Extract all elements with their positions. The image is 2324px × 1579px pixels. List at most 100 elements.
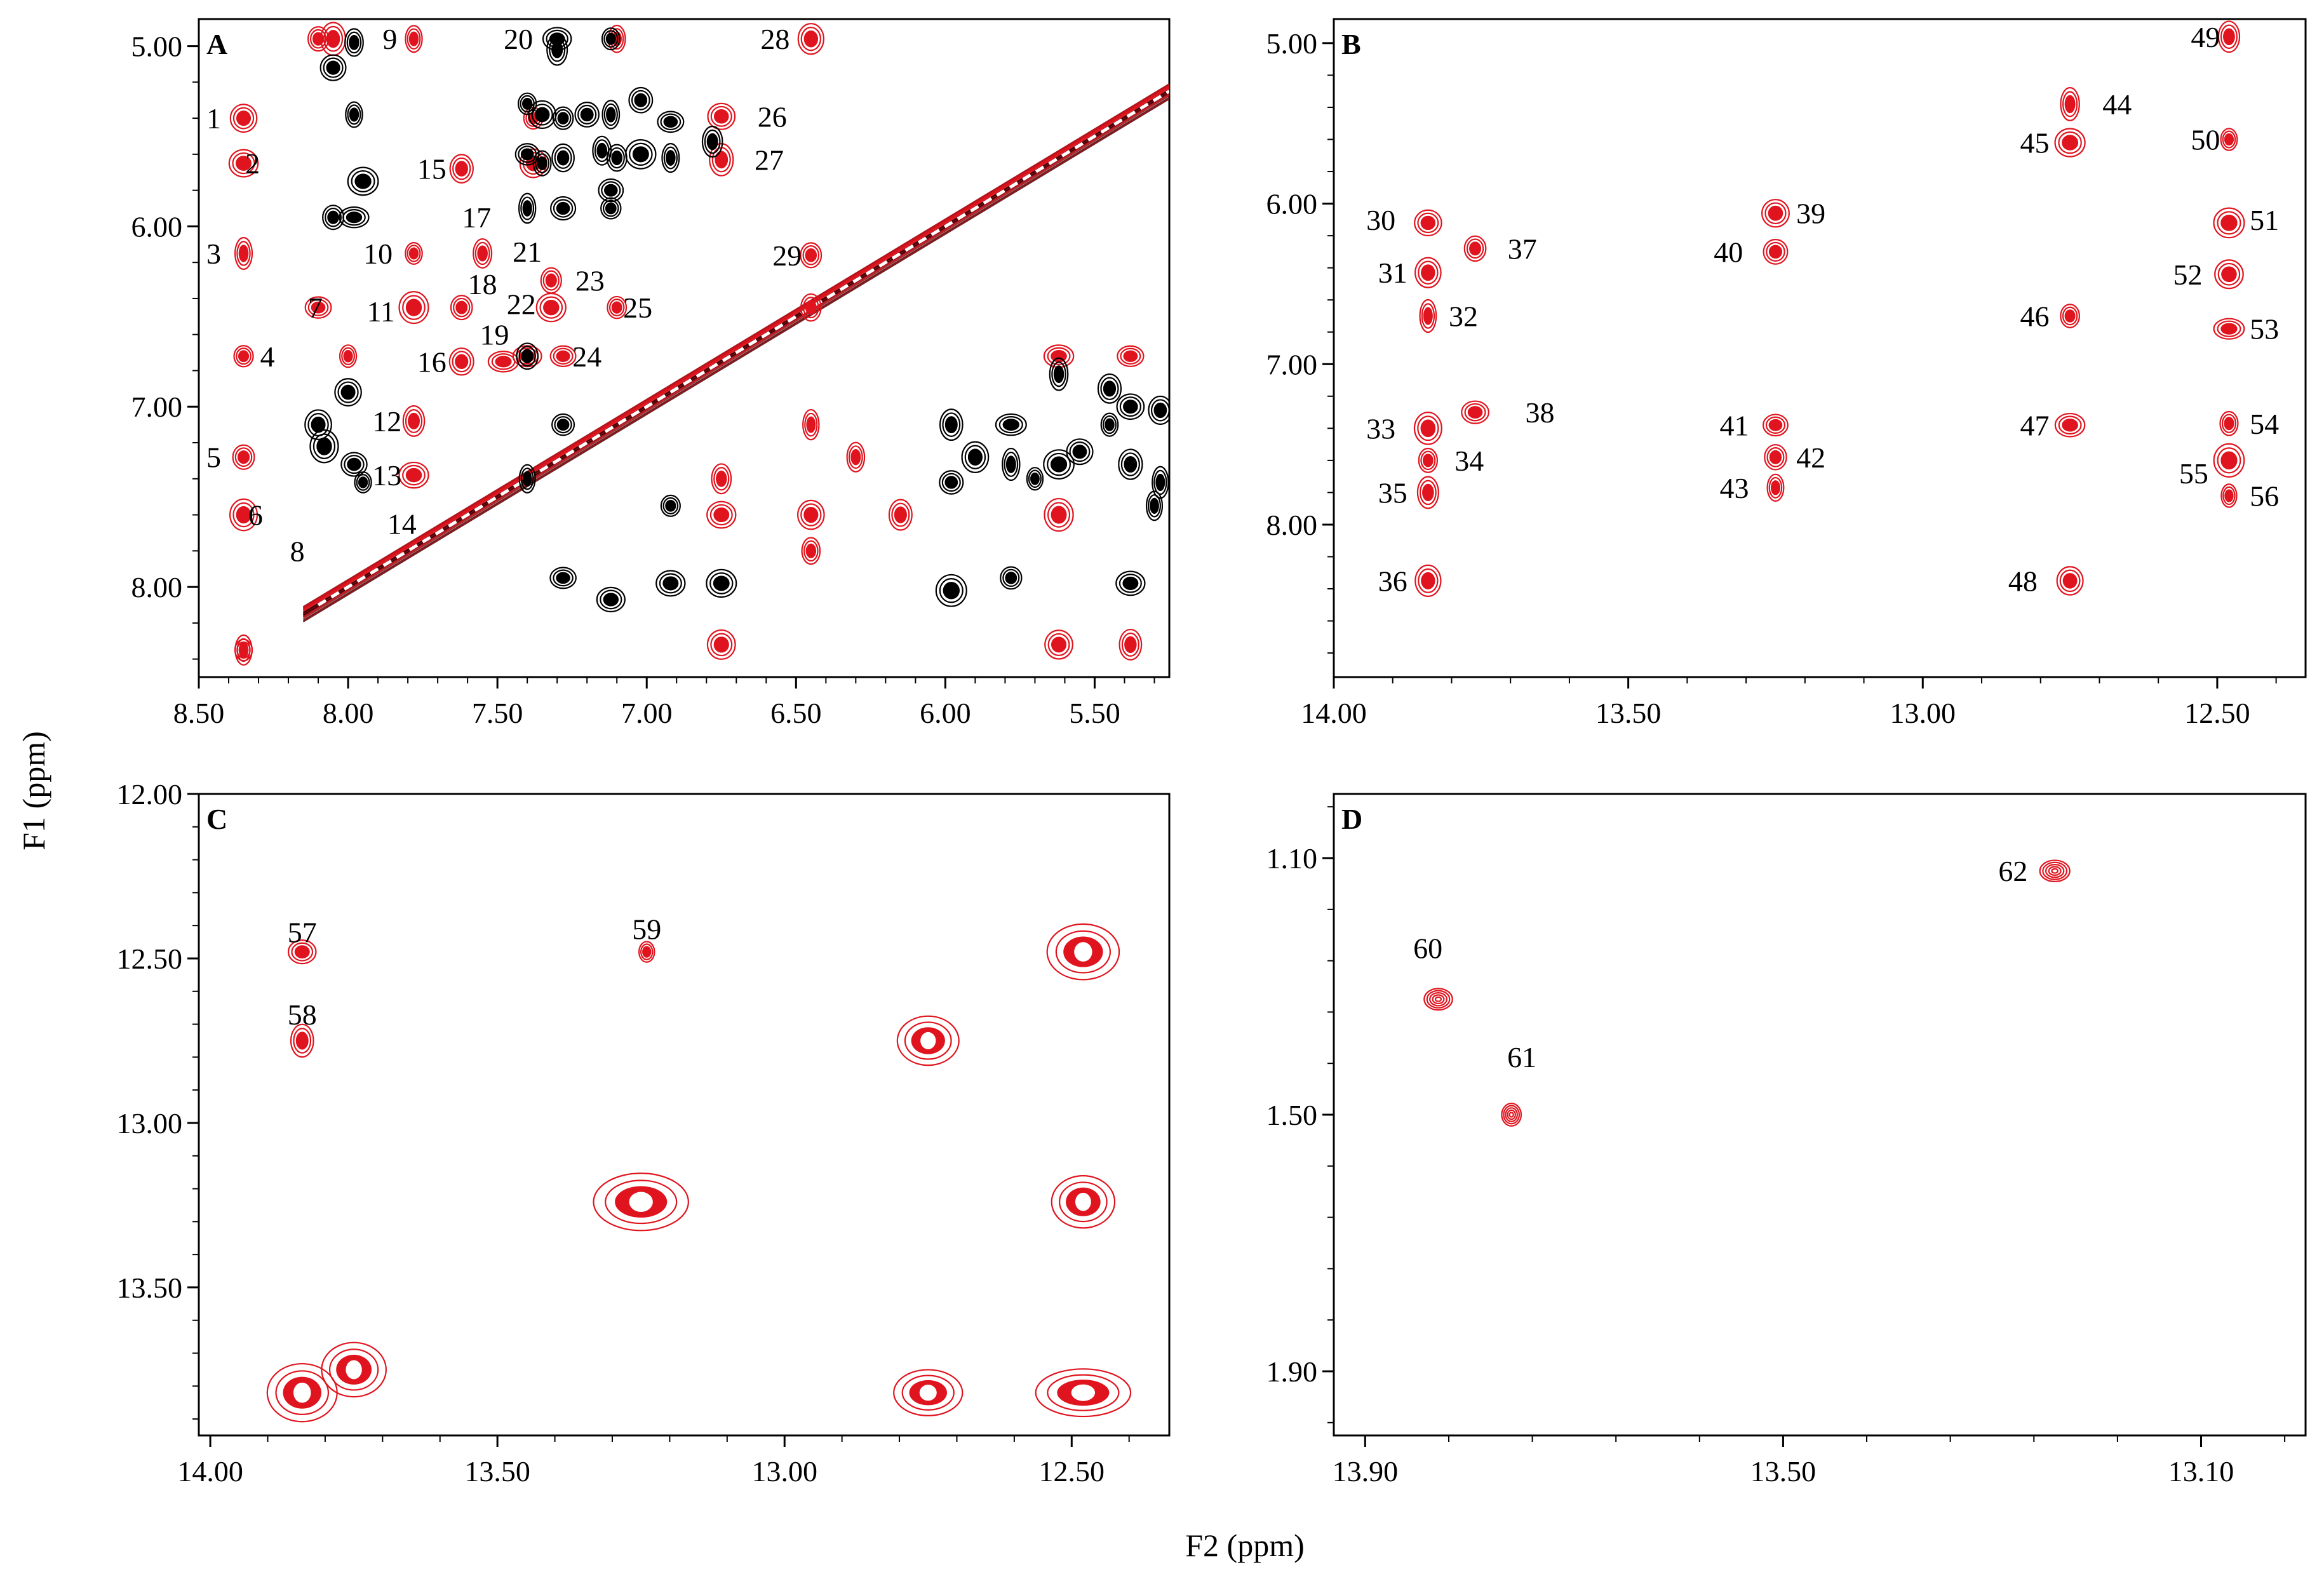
peak-label-2: 2 [245, 147, 260, 180]
peak-contour-red [540, 267, 562, 294]
peak-contour-black [319, 54, 347, 81]
y-tick-label: 13.50 [117, 1272, 183, 1304]
peak-contour-red [796, 499, 825, 530]
peak-contour-red [234, 237, 253, 270]
y-tick-label: 12.00 [117, 778, 183, 810]
peak-contour-red [1051, 1175, 1116, 1229]
peak-label-34: 34 [1454, 445, 1484, 477]
x-tick-label: 14.00 [177, 1455, 243, 1488]
peak-contour-red [888, 499, 913, 531]
peak-label-9: 9 [382, 23, 397, 55]
peak-contour-black [1148, 395, 1169, 425]
peak-label-43: 43 [1720, 472, 1749, 504]
peak-contour-black [514, 143, 540, 166]
f2-axis-title: F2 (ppm) [1185, 1528, 1305, 1563]
y-tick-label: 13.00 [117, 1107, 183, 1139]
peak-contour-red [2039, 859, 2071, 883]
peak-contour-red [1035, 1368, 1132, 1418]
peak-contour-red [228, 149, 259, 178]
diagonal-contour [303, 84, 1169, 609]
peak-label-6: 6 [248, 499, 263, 532]
x-tick-label: 12.50 [1039, 1455, 1105, 1488]
peak-contour-black [322, 205, 345, 231]
peak-contour-red [2056, 566, 2084, 596]
peak-label-51: 51 [2250, 204, 2279, 236]
peak-label-23: 23 [575, 265, 605, 297]
peak-contour-red [846, 441, 866, 473]
peak-label-19: 19 [480, 319, 509, 351]
peak-contour-black [1116, 393, 1145, 420]
peak-contour-black [1049, 357, 1069, 391]
x-tick-label: 7.00 [621, 697, 673, 729]
peak-contour-red [711, 463, 732, 495]
panel-c-letter: C [206, 803, 227, 835]
y-tick-label: 6.00 [131, 210, 183, 243]
peak-label-5: 5 [206, 441, 221, 474]
peak-label-35: 35 [1378, 476, 1407, 509]
x-tick-label: 13.10 [2168, 1455, 2234, 1488]
peak-contour-red [1463, 235, 1487, 262]
peak-label-56: 56 [2250, 480, 2279, 512]
panel-d-letter: D [1341, 803, 1362, 835]
x-tick-label: 13.50 [464, 1455, 530, 1488]
peak-contour-black [1000, 566, 1023, 590]
peak-contour-red [2219, 410, 2239, 436]
peak-label-49: 49 [2191, 21, 2220, 53]
peak-contour-red [287, 939, 317, 965]
x-tick-label: 7.50 [472, 697, 523, 729]
peak-contour-red [229, 104, 258, 133]
peak-contour-red [339, 344, 358, 368]
peak-label-41: 41 [1720, 409, 1749, 441]
peak-contour-black [345, 101, 363, 128]
peak-label-32: 32 [1449, 300, 1478, 332]
peak-contour-red [307, 26, 330, 52]
peak-label-26: 26 [758, 100, 787, 133]
peak-contour-black [660, 494, 681, 517]
peak-contour-black [935, 574, 967, 607]
peak-contour-red [800, 293, 822, 322]
peak-label-36: 36 [1378, 565, 1407, 597]
peak-label-10: 10 [363, 238, 393, 270]
x-tick-label: 8.50 [173, 697, 225, 729]
peak-contour-black [995, 413, 1027, 436]
peak-label-54: 54 [2250, 408, 2279, 440]
x-tick-label: 8.00 [323, 697, 374, 729]
y-tick-label: 1.90 [1266, 1355, 1318, 1388]
peak-contour-red [593, 1172, 689, 1232]
x-tick-label: 12.50 [2184, 697, 2250, 729]
x-tick-label: 14.00 [1301, 697, 1367, 729]
panel-a-frame [198, 18, 1171, 678]
peak-label-22: 22 [507, 288, 536, 320]
x-tick-label: 13.00 [751, 1455, 817, 1488]
x-tick-label: 13.00 [1890, 697, 1956, 729]
peak-label-57: 57 [288, 917, 317, 949]
x-tick-label: 5.50 [1069, 697, 1120, 729]
peak-contour-red [896, 1015, 960, 1066]
peak-contour-black [528, 100, 557, 130]
peak-label-25: 25 [623, 292, 652, 324]
peak-contour-black [1066, 438, 1094, 466]
peak-label-27: 27 [755, 144, 784, 176]
peak-contour-black [661, 143, 680, 173]
peak-contour-red [2060, 304, 2080, 328]
peak-label-30: 30 [1366, 204, 1395, 236]
peak-contour-red [473, 238, 493, 269]
peak-contour-red [234, 638, 253, 662]
f1-axis-title: F1 (ppm) [16, 731, 51, 850]
diagonal-contour [303, 98, 1169, 622]
peak-contour-red [320, 22, 346, 57]
peak-label-48: 48 [2008, 565, 2038, 597]
peak-contour-black [1026, 467, 1044, 491]
peak-contour-black [549, 567, 577, 589]
peak-label-40: 40 [1714, 236, 1743, 268]
peak-contour-red [2214, 259, 2244, 290]
peak-contour-red [2060, 86, 2080, 121]
peak-contour-red [405, 25, 423, 53]
x-tick-label: 13.90 [1333, 1455, 1399, 1488]
diagonal-contour [303, 83, 1169, 607]
panel-b-plot: 30 31 32 33 34 35 36 37 38 39 40 41 42 43 44 45 46 47 48 49… [1266, 20, 2279, 729]
peak-contour-black [354, 471, 372, 494]
y-tick-label: 6.00 [1266, 188, 1318, 220]
peak-contour-red [2213, 443, 2245, 478]
peak-contour-black [939, 408, 964, 441]
